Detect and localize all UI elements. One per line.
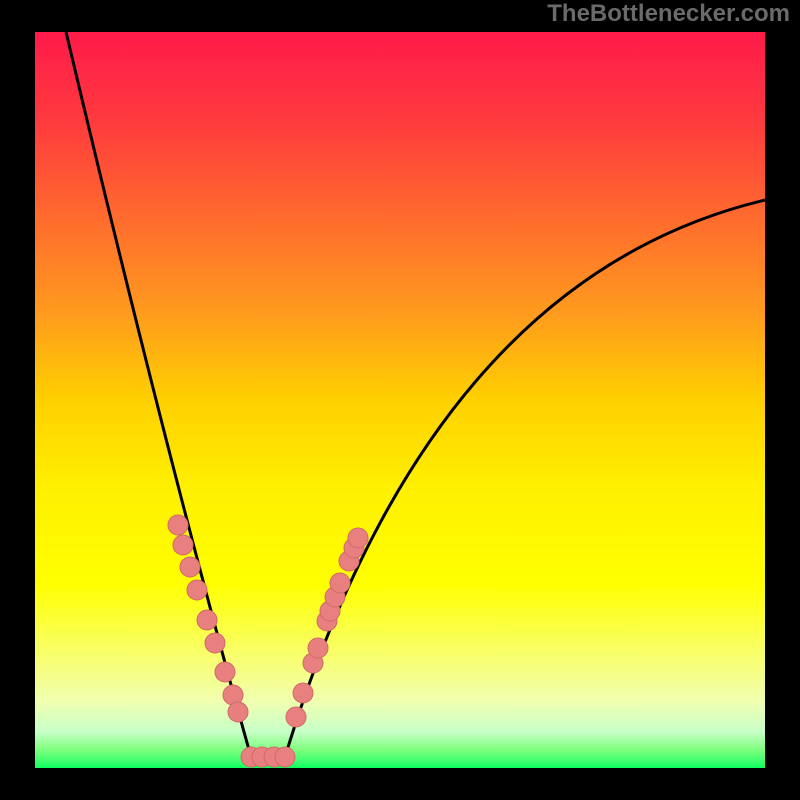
marker-point	[180, 557, 200, 577]
marker-point	[275, 747, 295, 767]
marker-point	[348, 528, 368, 548]
marker-point	[173, 535, 193, 555]
marker-point	[228, 702, 248, 722]
watermark-text: TheBottlenecker.com	[547, 0, 790, 28]
marker-point	[308, 638, 328, 658]
chart-container: TheBottlenecker.com	[0, 0, 800, 800]
marker-point	[286, 707, 306, 727]
marker-point	[197, 610, 217, 630]
marker-point	[168, 515, 188, 535]
plot-background	[35, 32, 765, 768]
bottleneck-chart	[0, 0, 800, 800]
marker-point	[187, 580, 207, 600]
marker-point	[330, 573, 350, 593]
marker-point	[205, 633, 225, 653]
marker-point	[293, 683, 313, 703]
marker-point	[215, 662, 235, 682]
